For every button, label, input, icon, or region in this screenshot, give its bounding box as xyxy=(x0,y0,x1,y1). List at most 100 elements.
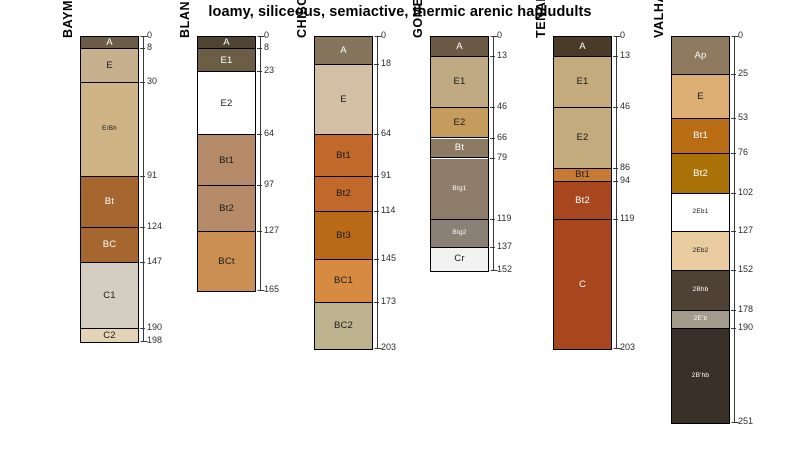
axis-tick-label: 152 xyxy=(497,263,513,274)
horizon-label: Btg2 xyxy=(452,229,467,237)
axis-tick xyxy=(257,231,262,233)
horizon-label: Bt1 xyxy=(336,149,351,161)
axis-tick-label: 190 xyxy=(147,322,163,333)
axis-tick-label: 66 xyxy=(497,131,508,142)
profile-name-label: BLANEY xyxy=(178,0,192,38)
horizon-label: Bt1 xyxy=(693,129,708,141)
axis-tick-label: 102 xyxy=(738,186,754,197)
axis-tick xyxy=(374,211,379,213)
horizon-label: A xyxy=(456,40,463,52)
axis-tick-label: 124 xyxy=(147,220,163,231)
axis-tick xyxy=(490,157,495,159)
axis-tick xyxy=(374,302,379,304)
axis-tick-label: 152 xyxy=(738,263,754,274)
horizon-label: E2 xyxy=(220,97,233,109)
axis-tick-label: 8 xyxy=(264,42,270,53)
profile-column: Ap E Bt1 Bt2 2Eb1 2Eb2 2Bhb 2E'b 2B'hb xyxy=(671,36,730,425)
horizon-Btg1: Btg1 xyxy=(431,158,488,221)
depth-axis xyxy=(734,36,735,423)
profile-name-label: TENAHA xyxy=(534,0,548,38)
horizon-label: E xyxy=(697,90,704,102)
axis-tick-label: 165 xyxy=(264,283,280,294)
profile-name-label: VALHALLA xyxy=(652,0,666,38)
axis-tick-label: 127 xyxy=(264,225,280,236)
horizon-label: Bt2 xyxy=(575,194,590,206)
horizon-label: A xyxy=(579,40,586,52)
horizon-label: BC2 xyxy=(333,320,354,332)
axis-tick-label: 13 xyxy=(620,49,631,60)
horizon-2Eb2: 2Eb2 xyxy=(672,232,729,271)
horizon-label: C1 xyxy=(103,289,116,301)
horizon-label: BC1 xyxy=(333,275,354,287)
axis-tick xyxy=(490,219,495,221)
axis-tick xyxy=(257,185,262,187)
axis-tick-label: 147 xyxy=(147,256,163,267)
horizon-label: E/Bh xyxy=(102,125,117,133)
horizon-label: Btg1 xyxy=(452,184,467,192)
axis-tick xyxy=(731,269,736,271)
profile-column: A E1 E2 Bt1 Bt2 C xyxy=(553,36,612,351)
horizon-label: E2 xyxy=(576,132,589,144)
horizon-BCt: BCt xyxy=(198,232,255,291)
axis-tick xyxy=(257,134,262,136)
axis-tick-label: 76 xyxy=(738,146,749,157)
axis-tick-label: 25 xyxy=(738,68,749,79)
horizon-label: Ap xyxy=(694,49,707,61)
horizon-label: BC xyxy=(102,239,117,251)
horizon-label: Bt xyxy=(104,196,115,208)
axis-tick-label: 119 xyxy=(620,213,635,224)
axis-tick xyxy=(374,175,379,177)
horizon-label: Bt2 xyxy=(336,188,351,200)
horizon-label: 2Eb2 xyxy=(692,246,709,254)
horizon-label: A xyxy=(106,37,113,48)
axis-tick-label: 114 xyxy=(381,205,396,216)
axis-tick-label: 30 xyxy=(147,76,158,87)
axis-tick-label: 91 xyxy=(147,169,158,180)
horizon-Bt2: Bt2 xyxy=(198,186,255,233)
axis-tick xyxy=(731,328,736,330)
horizon-A: A xyxy=(198,37,255,50)
horizon-label: E xyxy=(340,93,347,105)
profile-column: A E E/Bh Bt BC C1 C2 xyxy=(80,36,139,343)
axis-tick xyxy=(140,48,145,50)
horizon-A: A xyxy=(554,37,611,57)
axis-tick-label: 0 xyxy=(738,30,744,40)
horizon-label: 2Bhb xyxy=(692,286,709,293)
axis-tick xyxy=(731,117,736,119)
axis-tick-label: 23 xyxy=(264,65,275,76)
axis-tick xyxy=(490,55,495,57)
horizon-2Eb: 2E'b xyxy=(672,310,729,330)
horizon-Btg2: Btg2 xyxy=(431,220,488,248)
horizon-label: Bt xyxy=(454,142,465,154)
axis-tick xyxy=(613,180,618,182)
axis-tick xyxy=(490,246,495,248)
axis-tick-label: 0 xyxy=(497,30,503,40)
axis-tick xyxy=(374,63,379,65)
horizon-label: Bt1 xyxy=(219,154,234,166)
horizon-Bt1: Bt1 xyxy=(554,169,611,182)
axis-tick-label: 203 xyxy=(620,342,636,353)
horizon-E: E xyxy=(315,64,372,136)
horizon-A: A xyxy=(315,37,372,65)
depth-axis xyxy=(493,36,494,270)
axis-tick-label: 79 xyxy=(497,151,508,162)
horizon-label: E1 xyxy=(453,76,466,88)
horizon-label: C2 xyxy=(103,329,116,341)
depth-axis xyxy=(377,36,378,349)
axis-tick xyxy=(613,168,618,170)
horizon-C2: C2 xyxy=(81,329,138,342)
horizon-E1: E1 xyxy=(554,56,611,108)
horizon-Bt1: Bt1 xyxy=(198,135,255,187)
axis-tick-label: 0 xyxy=(620,30,626,40)
axis-tick xyxy=(257,71,262,73)
axis-tick xyxy=(257,48,262,50)
axis-tick-label: 46 xyxy=(497,100,508,111)
axis-tick xyxy=(490,137,495,139)
horizon-BC: BC xyxy=(81,227,138,264)
horizon-C1: C1 xyxy=(81,263,138,330)
horizon-Bt2: Bt2 xyxy=(315,176,372,213)
horizon-label: 2E'b xyxy=(693,315,708,323)
horizon-label: E2 xyxy=(453,116,466,128)
page-title: loamy, siliceous, semiactive, thermic ar… xyxy=(208,4,592,20)
horizon-label: Cr xyxy=(454,253,465,265)
